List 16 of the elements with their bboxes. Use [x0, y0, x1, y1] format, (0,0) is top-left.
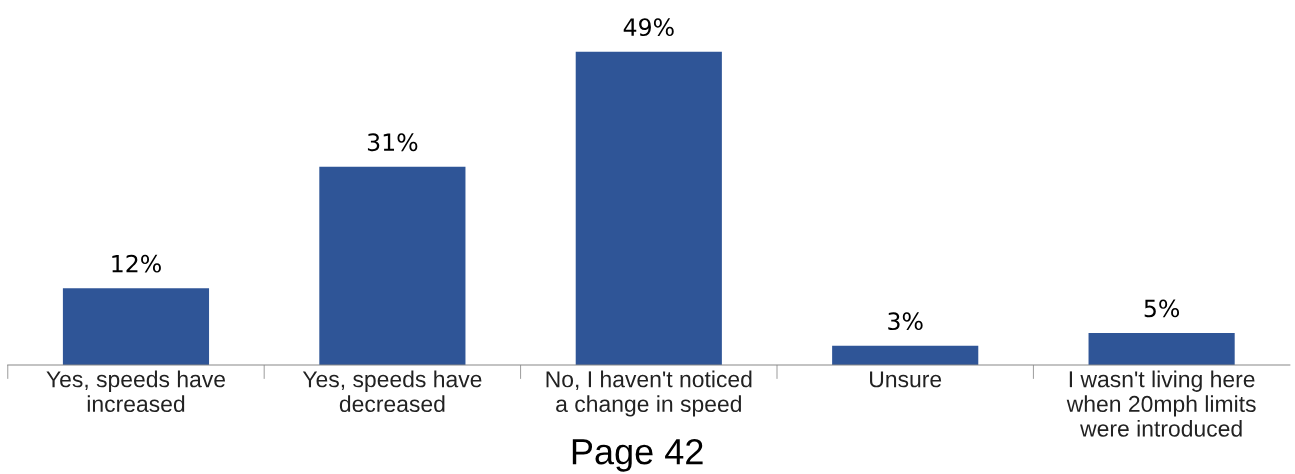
bar [575, 51, 722, 365]
x-tick-label: Yes, speeds have decreased [302, 370, 482, 413]
x-tick-label: Unsure [870, 371, 942, 388]
bar [319, 166, 466, 365]
data-label: 5% [1144, 299, 1180, 318]
bar [832, 345, 979, 365]
bar [1088, 333, 1235, 365]
x-tick-label: I wasn't living here when 20mph limits were introduced [1066, 370, 1256, 437]
text: Page 42 [572, 438, 703, 472]
x-tick-label: No, I haven't noticed a change in speed [546, 370, 752, 417]
data-label: 31% [367, 133, 418, 152]
x-tick-label: Yes, speeds have increased [46, 370, 226, 413]
bar [62, 288, 210, 365]
data-label: 12% [112, 254, 161, 273]
data-label: 49% [623, 18, 674, 37]
data-label: 3% [888, 312, 923, 331]
